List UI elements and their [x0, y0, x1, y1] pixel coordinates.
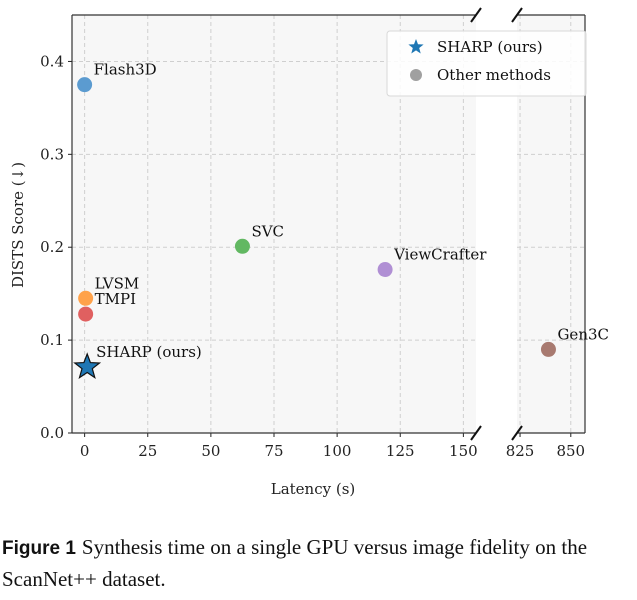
x-tick-label: 25	[138, 442, 157, 460]
legend-circle-icon	[410, 69, 422, 81]
legend-entry-label: Other methods	[437, 66, 551, 84]
figure-caption: Figure 1 Synthesis time on a single GPU v…	[2, 532, 632, 594]
x-tick-label: 0	[80, 442, 90, 460]
caption-label: Figure 1	[2, 538, 76, 559]
y-tick-label: 0.2	[40, 238, 64, 256]
point-label-tmpi: TMPI	[95, 290, 136, 308]
axis-break-mark	[511, 425, 523, 441]
point-label-sharp-ours: SHARP (ours)	[96, 343, 202, 361]
x-tick-label: 125	[386, 442, 415, 460]
x-axis-label: Latency (s)	[271, 480, 356, 498]
point-label-flash3d: Flash3D	[94, 61, 157, 79]
scatter-chart: 0 25 50 75 100 125 150 825 850 0.0 0.1 0.2 0.3 0.4 Lat…	[9, 7, 609, 498]
y-tick-label: 0.0	[40, 424, 64, 442]
point-lvsm	[78, 290, 94, 306]
point-viewcrafter	[377, 262, 393, 278]
x-tick-label: 100	[323, 442, 352, 460]
point-label-gen3c: Gen3C	[557, 325, 609, 343]
x-tick-label: 75	[264, 442, 283, 460]
y-tick-label: 0.4	[40, 52, 64, 70]
legend-box	[386, 30, 587, 97]
axis-break-mark	[470, 7, 482, 23]
point-svc	[234, 238, 250, 254]
point-gen3c	[540, 341, 556, 357]
caption-text: Synthesis time on a single GPU versus im…	[2, 535, 588, 591]
legend-star-icon	[408, 39, 424, 54]
axis-break-mark	[511, 7, 523, 23]
point-label-lvsm: LVSM	[95, 274, 140, 292]
x-tick-label: 150	[449, 442, 478, 460]
point-label-viewcrafter: ViewCrafter	[393, 246, 487, 264]
point-tmpi	[78, 306, 94, 322]
legend-entry-label: SHARP (ours)	[437, 38, 543, 56]
point-flash3d	[77, 77, 93, 93]
y-tick-label: 0.1	[40, 331, 64, 349]
point-label-svc: SVC	[251, 222, 284, 240]
legend: SHARP (ours) Other methods	[386, 30, 587, 97]
y-axis-label: DISTS Score (↓)	[9, 162, 27, 288]
point-sharp-ours	[73, 352, 102, 380]
x-tick-label: 850	[556, 442, 585, 460]
y-tick-label: 0.3	[40, 145, 64, 163]
x-tick-label: 50	[201, 442, 220, 460]
axis-break-mark	[470, 425, 482, 441]
x-tick-label: 825	[506, 442, 535, 460]
